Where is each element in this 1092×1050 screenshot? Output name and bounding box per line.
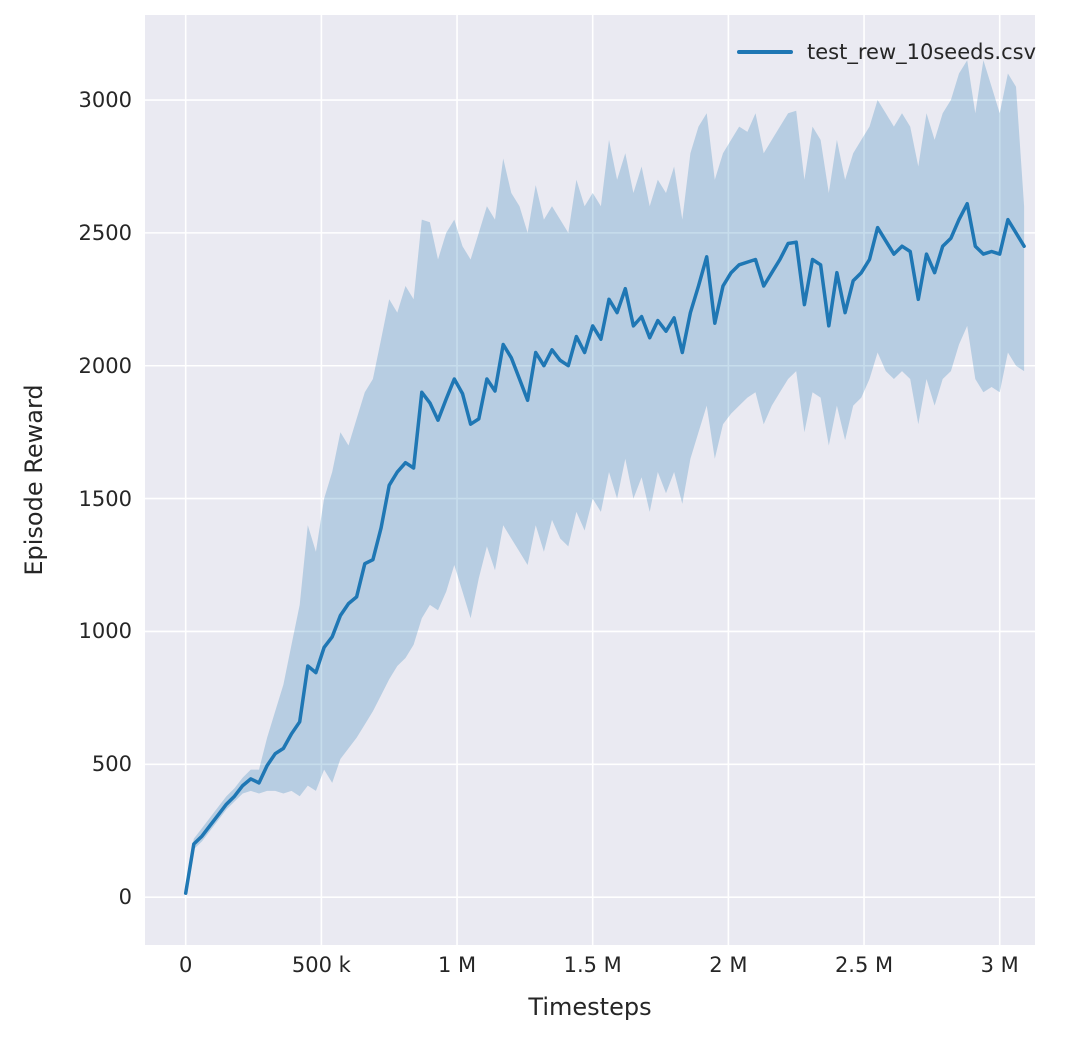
y-tick-label: 2500	[78, 220, 132, 245]
x-tick-label: 2.5 M	[834, 953, 894, 977]
mean-reward-line	[183, 201, 1026, 895]
axes-background	[145, 15, 1035, 945]
x-tick-label: 0	[179, 953, 193, 977]
legend-label: test_rew_10seeds.csv	[807, 40, 1036, 64]
y-axis-label: Episode Reward	[20, 384, 48, 576]
legend: test_rew_10seeds.csv	[737, 40, 1036, 64]
y-tick-label: 2000	[78, 353, 132, 378]
x-axis-label: Timesteps	[528, 993, 652, 1021]
y-tick-label: 1500	[78, 486, 132, 511]
x-tick-label: 3 M	[980, 953, 1019, 977]
y-tick-label: 0	[118, 885, 132, 910]
x-tick-label: 2 M	[709, 953, 748, 977]
legend-line-swatch	[737, 50, 794, 54]
confidence-band	[185, 60, 1025, 895]
x-tick-label: 500 k	[291, 953, 351, 977]
y-tick-labels: 0 500 1000 1500 2000 2500 3000	[0, 0, 132, 1050]
y-tick-label: 1000	[78, 619, 132, 644]
x-tick-label: 1.5 M	[563, 953, 622, 977]
y-tick-label: 500	[91, 752, 132, 777]
x-tick-label: 1 M	[437, 953, 477, 977]
y-tick-label: 3000	[78, 88, 132, 113]
x-tick-labels: 0 500 k 1 M 1.5 M 2 M 2.5 M 3 M	[0, 953, 1092, 983]
